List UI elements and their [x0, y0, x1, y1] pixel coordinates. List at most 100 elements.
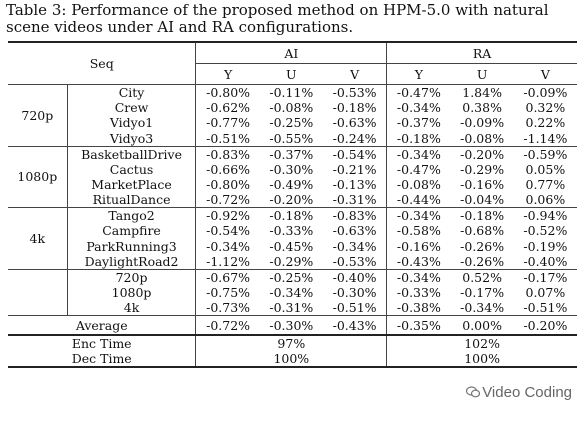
table-row: DaylightRoad2 -1.12% -0.29% -0.53% -0.43% -0.… [8, 253, 577, 270]
time-row: Enc Time 97% 102% [8, 335, 577, 352]
value-cell: -0.43% [386, 253, 451, 270]
table-row: 720p City -0.80% -0.11% -0.53% -0.47% 1.84% -0.… [8, 84, 577, 147]
value-cell: -0.30% [332, 284, 377, 300]
table-row: Vidyo1 -0.77% -0.25% -0.63% -0.37% -0.09% 0.22… [8, 115, 577, 131]
group-label: 4k [8, 207, 68, 270]
value-cell: -0.63% [332, 223, 377, 239]
table-row: 1080p BasketballDrive -0.83% -0.37% -0.54% -0… [8, 145, 577, 208]
value-cell: -0.26% [460, 238, 505, 254]
value-cell: -0.51% [523, 300, 568, 316]
value-cell: -0.29% [460, 161, 505, 177]
value-cell: -0.73% [195, 300, 260, 316]
table-row: Campfire -0.54% -0.33% -0.63% -0.58% -0.68% -0… [8, 223, 577, 239]
channel-header: U [476, 66, 488, 82]
value-cell: -0.08% [269, 100, 314, 116]
value-cell: -0.30% [269, 161, 314, 177]
time-label: Enc Time [71, 336, 132, 352]
sequence-name: DaylightRoad2 [66, 253, 196, 270]
value-cell: -0.92% [195, 207, 260, 224]
value-cell: -0.21% [332, 161, 377, 177]
value-cell: -0.18% [386, 130, 451, 147]
summary-row: 1080p -0.75% -0.34% -0.30% -0.33% -0.17% 0.07% [8, 284, 577, 301]
summary-name: 4k [66, 300, 196, 316]
average-value: -0.35% [386, 315, 451, 337]
watermark: Video Coding [466, 384, 572, 401]
table-row: MarketPlace -0.80% -0.49% -0.13% -0.08% -0.16… [8, 176, 577, 193]
table-row: ParkRunning3 -0.34% -0.45% -0.34% -0.16% -0.2… [8, 238, 577, 254]
value-cell: -0.34% [460, 300, 505, 316]
value-cell: 0.77% [525, 177, 566, 193]
value-cell: -0.08% [460, 130, 505, 146]
value-cell: -0.34% [386, 207, 451, 224]
value-cell: -0.26% [460, 253, 505, 269]
value-cell: -0.58% [386, 223, 451, 239]
time-ra: 100% [386, 351, 577, 369]
value-cell: -0.33% [269, 223, 314, 239]
value-cell: -0.55% [269, 130, 314, 146]
value-cell: -0.34% [269, 284, 314, 300]
value-cell: 0.52% [450, 268, 514, 285]
summary-row: 4k -0.73% -0.31% -0.51% -0.38% -0.34% -0.51% [8, 300, 577, 316]
sequence-name: BasketballDrive [66, 145, 196, 162]
value-cell: -0.51% [332, 300, 377, 316]
group-label: 1080p [8, 145, 68, 208]
time-label: Dec Time [8, 351, 196, 369]
value-cell: 0.22% [525, 115, 566, 131]
value-cell: -0.40% [523, 253, 568, 269]
value-cell: -0.29% [269, 253, 314, 269]
channel-header: V [350, 66, 360, 82]
value-cell: -0.67% [195, 268, 260, 285]
value-cell: -0.08% [386, 176, 451, 193]
value-cell: -0.31% [332, 192, 377, 208]
value-cell: -0.80% [195, 84, 260, 100]
value-cell: 0.38% [462, 100, 502, 116]
value-cell: -0.31% [269, 300, 314, 316]
value-cell: -0.24% [332, 130, 377, 146]
value-cell: -0.37% [259, 145, 323, 162]
value-cell: -0.19% [523, 238, 568, 254]
seq-header: Seq [8, 41, 196, 85]
summary-label-blank [8, 268, 68, 316]
time-row: Dec Time 100% 100% [8, 351, 577, 369]
value-cell: -0.34% [386, 100, 451, 116]
value-cell: -0.18% [450, 207, 514, 224]
ai-header: AI [195, 41, 387, 64]
value-cell: -1.14% [523, 130, 568, 146]
value-cell: -0.54% [195, 223, 260, 239]
sequence-name: ParkRunning3 [66, 238, 196, 254]
value-cell: -0.25% [269, 115, 314, 131]
sequence-name: Vidyo3 [66, 130, 196, 147]
channel-header: Y [195, 63, 260, 85]
ra-header: RA [386, 41, 577, 64]
value-cell: -0.59% [513, 145, 577, 162]
value-cell: -0.80% [195, 176, 260, 193]
value-cell: -0.45% [269, 238, 314, 254]
average-value: -0.43% [322, 315, 387, 337]
sequence-name: Campfire [66, 223, 196, 239]
value-cell: -0.54% [322, 145, 387, 162]
value-cell: -0.63% [332, 115, 377, 131]
value-cell: 1.84% [450, 84, 514, 100]
sequence-name: City [66, 84, 196, 100]
value-cell: -0.68% [460, 223, 505, 239]
average-value: -0.20% [513, 315, 577, 337]
value-cell: -0.20% [269, 192, 314, 208]
sequence-name: Cactus [66, 161, 196, 177]
summary-name: 720p [66, 268, 196, 285]
time-ai: 100% [195, 351, 387, 369]
sequence-name: Crew [66, 100, 196, 116]
average-value: -0.30% [259, 315, 323, 337]
sequence-name: MarketPlace [66, 176, 196, 193]
value-cell: -0.17% [513, 268, 577, 285]
summary-name: 1080p [66, 284, 196, 301]
wechat-icon [466, 385, 481, 398]
value-cell: -0.17% [460, 284, 505, 300]
value-cell: -0.94% [513, 207, 577, 224]
value-cell: -0.34% [386, 268, 451, 285]
value-cell: -0.49% [269, 177, 314, 193]
summary-row: 720p -0.67% -0.25% -0.40% -0.34% 0.52% -0.17% [8, 268, 577, 316]
value-cell: -0.13% [332, 177, 377, 193]
average-value: -0.72% [195, 315, 260, 337]
channel-header: U [286, 66, 297, 82]
value-cell: -0.51% [195, 130, 260, 147]
